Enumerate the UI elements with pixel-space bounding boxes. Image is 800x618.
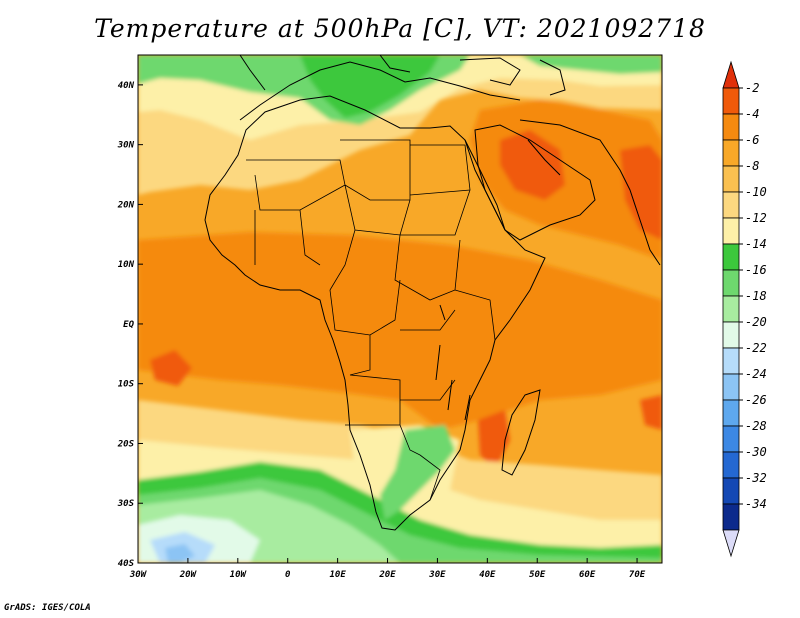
colorbar-label: -10 bbox=[745, 185, 767, 199]
arabia-hot-zone bbox=[500, 130, 565, 200]
lon-tick-label: 40E bbox=[479, 570, 496, 580]
colorbar-label: -18 bbox=[745, 289, 767, 303]
lat-tick-label: 20S bbox=[117, 439, 135, 449]
colorbar-label: -22 bbox=[745, 341, 767, 355]
lat-tick-label: 10S bbox=[118, 380, 135, 390]
lon-tick-label: 10E bbox=[329, 570, 346, 580]
colorbar-label: -14 bbox=[745, 237, 767, 251]
colorbar-top-arrow bbox=[722, 60, 740, 89]
southern-africa-green-patch bbox=[380, 425, 455, 520]
colorbar-swatch bbox=[722, 503, 740, 531]
tropical-warm-band bbox=[138, 232, 662, 430]
lat-tick-label: 40N bbox=[118, 81, 135, 91]
colorbar-label: -2 bbox=[745, 81, 759, 95]
lon-tick-label: 0 bbox=[285, 570, 291, 580]
chart-title: Temperature at 500hPa [C], VT: 202109271… bbox=[94, 14, 706, 43]
colorbar-swatch bbox=[722, 165, 740, 193]
colorbar-swatch bbox=[722, 87, 740, 115]
lat-tick-label: 10N bbox=[118, 260, 135, 270]
lat-tick-label: 30N bbox=[117, 141, 135, 151]
colorbar-swatch bbox=[722, 295, 740, 323]
colorbar-label: -12 bbox=[745, 211, 767, 225]
colorbar-label: -30 bbox=[745, 445, 767, 459]
madagascar-hot-spot bbox=[478, 410, 510, 470]
map-frame bbox=[137, 54, 663, 564]
colorbar-swatch bbox=[722, 243, 740, 271]
lon-tick-label: 60E bbox=[579, 570, 596, 580]
europe-coast bbox=[239, 55, 411, 91]
colorbar-label: -8 bbox=[745, 159, 759, 173]
temperature-field bbox=[138, 55, 662, 563]
colorbar-label: -28 bbox=[745, 419, 767, 433]
country-borders bbox=[246, 139, 496, 501]
colorbar-label: -32 bbox=[745, 471, 767, 485]
colorbar-swatch bbox=[722, 191, 740, 219]
west-hot-spot bbox=[150, 350, 192, 386]
axis-ticks-and-labels: 30W 20W 10W 0 10E 20E 30E 40E 50E 60E 70E 40N 30N 20N… bbox=[117, 81, 646, 580]
persian-gulf-coast bbox=[527, 139, 561, 176]
lon-tick-label: 30W bbox=[129, 570, 148, 580]
lat-tick-label: 30S bbox=[117, 499, 135, 509]
lon-tick-label: 20E bbox=[378, 570, 396, 580]
colorbar-bottom-arrow bbox=[722, 529, 740, 558]
lat-tick-label: 40S bbox=[118, 559, 135, 569]
colorbar-label: -24 bbox=[745, 367, 767, 381]
colorbar-swatch bbox=[722, 113, 740, 141]
red-sea-coast bbox=[464, 139, 506, 231]
colorbar: -2 -4 -6 -8 -10 -12 -14 -16 -18 -20 -22 -24 -26 -28 -3… bbox=[722, 60, 767, 558]
india-hot-zone bbox=[620, 145, 662, 240]
lon-tick-label: 70E bbox=[629, 570, 646, 580]
colorbar-swatch bbox=[722, 373, 740, 401]
coastlines-and-borders bbox=[204, 55, 661, 531]
colorbar-swatch bbox=[722, 477, 740, 505]
colorbar-label: -6 bbox=[745, 133, 759, 147]
grads-credit: GrADS: IGES/COLA bbox=[4, 603, 91, 613]
caspian-black-sea-coast bbox=[459, 57, 566, 96]
colorbar-swatch bbox=[722, 269, 740, 297]
lat-tick-label: 20N bbox=[117, 200, 135, 210]
colorbar-swatch bbox=[722, 321, 740, 349]
lat-tick-label: EQ bbox=[123, 320, 134, 330]
iran-india-coast bbox=[519, 119, 661, 266]
colorbar-swatch bbox=[722, 425, 740, 453]
colorbar-label: -4 bbox=[745, 107, 759, 121]
east-hot-spot bbox=[640, 395, 662, 430]
colorbar-label: -20 bbox=[745, 315, 767, 329]
colorbar-swatch bbox=[722, 139, 740, 167]
colorbar-label: -26 bbox=[745, 393, 767, 407]
lon-tick-label: 20W bbox=[179, 570, 198, 580]
colorbar-swatch bbox=[722, 451, 740, 479]
colorbar-swatch bbox=[722, 399, 740, 427]
mediterranean-north-shore bbox=[239, 61, 521, 121]
lon-tick-label: 10W bbox=[230, 570, 248, 580]
great-lakes bbox=[435, 304, 471, 421]
colorbar-label: -16 bbox=[745, 263, 767, 277]
colorbar-swatch bbox=[722, 217, 740, 245]
lon-tick-label: 30E bbox=[428, 570, 446, 580]
lon-tick-label: 50E bbox=[529, 570, 546, 580]
madagascar-coastline bbox=[501, 389, 541, 476]
arabia-coastline bbox=[474, 124, 596, 241]
colorbar-label: -34 bbox=[745, 497, 767, 511]
northeast-green-zone bbox=[520, 55, 662, 74]
colorbar-swatch bbox=[722, 347, 740, 375]
